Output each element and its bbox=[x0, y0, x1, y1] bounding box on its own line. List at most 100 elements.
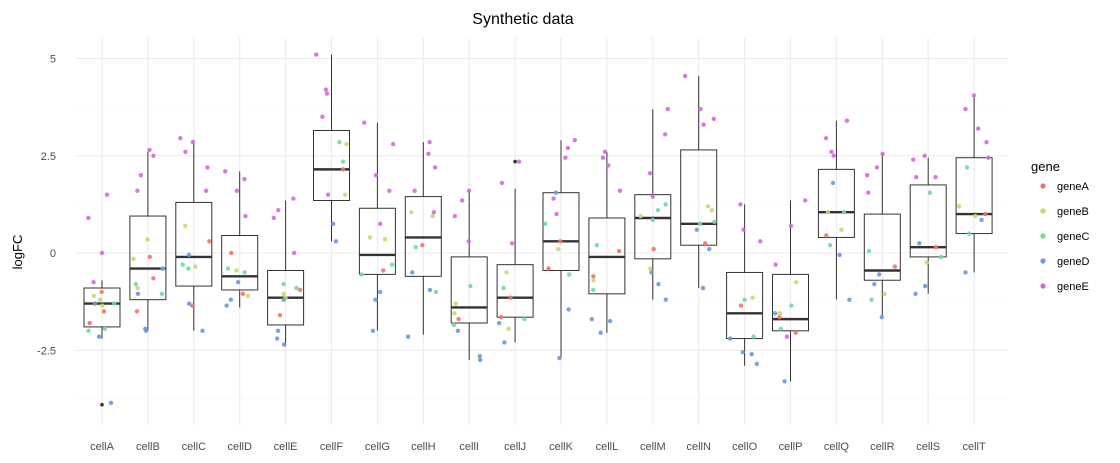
point-geneA bbox=[777, 314, 782, 320]
y-tick-label: 2.5 bbox=[41, 151, 56, 163]
box-iqr bbox=[221, 234, 259, 291]
point-geneE bbox=[741, 227, 746, 232]
point-geneD bbox=[274, 336, 280, 341]
point-geneD bbox=[566, 307, 571, 312]
box-iqr bbox=[772, 273, 809, 332]
point-geneD bbox=[331, 221, 336, 227]
point-geneB bbox=[453, 301, 459, 306]
point-geneE bbox=[205, 165, 210, 170]
outlier-point bbox=[100, 402, 104, 407]
point-geneB bbox=[777, 311, 783, 316]
point-geneD bbox=[281, 342, 287, 347]
point-geneC bbox=[225, 266, 231, 271]
point-geneC bbox=[522, 316, 527, 322]
point-geneD bbox=[649, 270, 654, 275]
point-geneE bbox=[963, 106, 968, 112]
box-iqr bbox=[863, 213, 901, 281]
point-geneE bbox=[183, 149, 188, 155]
point-geneE bbox=[758, 239, 763, 244]
point-geneE bbox=[377, 221, 383, 227]
point-geneA bbox=[134, 309, 140, 314]
point-geneE bbox=[864, 173, 870, 178]
point-geneB bbox=[452, 311, 457, 316]
point-geneE bbox=[190, 139, 196, 145]
point-geneE bbox=[151, 153, 156, 158]
point-geneB bbox=[956, 204, 962, 209]
point-geneE bbox=[617, 188, 623, 193]
point-geneD bbox=[427, 287, 433, 293]
legend-item-geneA: geneA bbox=[1040, 181, 1089, 193]
point-geneE bbox=[984, 139, 989, 145]
point-geneD bbox=[876, 272, 882, 277]
point-geneA bbox=[297, 287, 303, 293]
box-cellH bbox=[404, 142, 442, 335]
point-geneE bbox=[320, 114, 325, 120]
point-geneD bbox=[879, 314, 885, 320]
point-geneE bbox=[324, 91, 330, 96]
point-geneB bbox=[825, 209, 831, 215]
box-iqr bbox=[542, 192, 580, 272]
point-geneC bbox=[866, 248, 872, 254]
legend-label: geneE bbox=[1057, 281, 1089, 293]
point-geneD bbox=[370, 328, 376, 333]
point-geneE bbox=[844, 118, 850, 123]
point-geneA bbox=[892, 264, 898, 269]
point-geneC bbox=[359, 272, 364, 277]
point-geneD bbox=[553, 190, 559, 195]
point-geneE bbox=[773, 262, 778, 267]
point-geneE bbox=[563, 155, 568, 160]
legend-title: gene bbox=[1031, 159, 1060, 174]
point-geneC bbox=[927, 190, 933, 195]
legend-swatch bbox=[1040, 183, 1046, 189]
point-geneD bbox=[728, 336, 733, 341]
point-geneD bbox=[96, 334, 102, 339]
point-geneC bbox=[86, 328, 91, 333]
point-geneD bbox=[186, 301, 192, 306]
point-geneE bbox=[914, 174, 919, 180]
point-geneE bbox=[271, 215, 277, 221]
point-geneE bbox=[135, 188, 140, 193]
y-tick-label: -2.5 bbox=[37, 345, 56, 357]
point-geneD bbox=[405, 334, 411, 339]
point-geneB bbox=[793, 279, 799, 285]
point-geneB bbox=[145, 237, 150, 242]
point-geneB bbox=[705, 204, 711, 209]
point-geneB bbox=[367, 235, 373, 240]
point-geneD bbox=[160, 266, 165, 271]
point-geneB bbox=[556, 246, 561, 252]
point-geneB bbox=[973, 213, 978, 219]
point-geneE bbox=[314, 52, 319, 57]
point-geneE bbox=[291, 196, 296, 201]
point-geneC bbox=[433, 289, 439, 295]
point-geneE bbox=[412, 188, 417, 193]
box-iqr bbox=[680, 149, 718, 246]
x-tick-label: cellP bbox=[779, 441, 803, 453]
point-geneE bbox=[788, 223, 794, 228]
x-tick-label: cellJ bbox=[504, 441, 526, 453]
point-geneE bbox=[554, 211, 559, 217]
point-geneE bbox=[234, 188, 240, 193]
point-geneA bbox=[546, 266, 551, 271]
x-tick-label: cellQ bbox=[824, 441, 850, 453]
point-geneC bbox=[111, 301, 117, 306]
x-tick-label: cellH bbox=[411, 441, 436, 453]
point-geneD bbox=[700, 285, 706, 291]
point-geneD bbox=[782, 379, 787, 384]
point-geneD bbox=[837, 252, 842, 258]
point-geneE bbox=[784, 334, 790, 339]
point-geneD bbox=[663, 297, 669, 302]
point-geneE bbox=[203, 188, 209, 193]
point-geneE bbox=[387, 188, 392, 193]
point-geneC bbox=[966, 231, 972, 236]
point-geneA bbox=[207, 239, 212, 244]
point-geneA bbox=[933, 244, 939, 250]
box-iqr bbox=[313, 129, 350, 201]
point-geneE bbox=[362, 120, 367, 125]
point-geneE bbox=[971, 93, 977, 98]
point-geneC bbox=[501, 285, 506, 291]
point-geneD bbox=[477, 353, 482, 359]
point-geneA bbox=[99, 289, 104, 295]
point-geneE bbox=[831, 153, 836, 158]
box-iqr bbox=[817, 168, 855, 238]
point-geneE bbox=[99, 250, 105, 256]
